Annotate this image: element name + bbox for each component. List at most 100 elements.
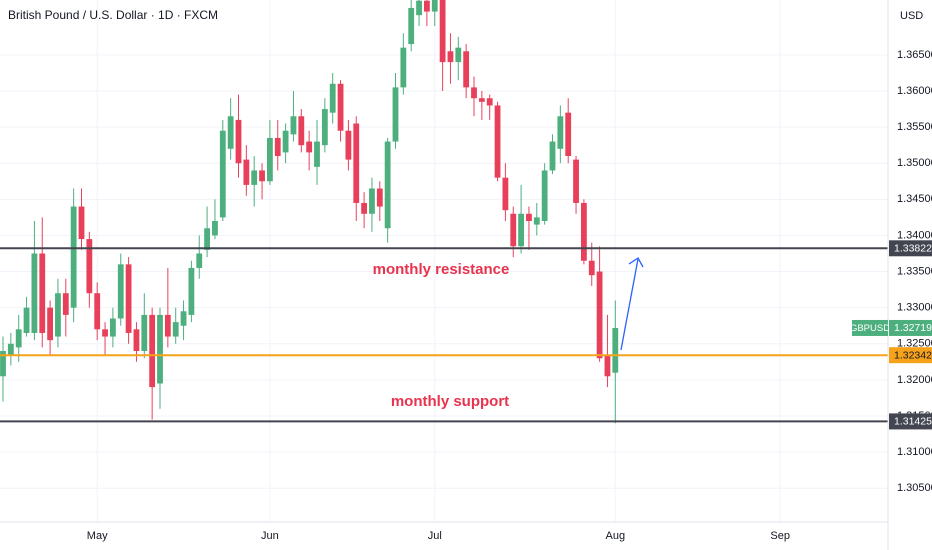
annotation: monthly support — [391, 393, 509, 410]
candle-body — [274, 137, 281, 156]
candle-body — [141, 314, 148, 351]
level-tag-label: 1.33822 — [894, 243, 932, 255]
price-tags: 1.33822 1.32342 1.31425 GBPUSD 1.32719 — [850, 240, 932, 430]
candle-body — [282, 130, 289, 153]
candle-body — [259, 170, 265, 182]
y-tick-label: 1.33500 — [897, 265, 932, 277]
symbol-tag — [852, 319, 888, 336]
candle-body — [424, 0, 430, 12]
candle-body — [533, 217, 540, 225]
candle-body — [62, 293, 69, 315]
x-tick-label: Aug — [606, 530, 626, 542]
y-tick-label: 1.31000 — [897, 446, 932, 458]
candle-body — [447, 51, 454, 63]
candle-body — [416, 0, 422, 16]
candle-body — [180, 311, 187, 326]
candle-body — [7, 343, 14, 355]
candle-body — [314, 141, 320, 167]
candle-body — [164, 314, 171, 337]
candle-body — [157, 314, 163, 384]
candle-body — [102, 329, 108, 337]
y-tick-label: 1.32000 — [897, 374, 932, 386]
candle-body — [0, 351, 6, 377]
candle-body — [133, 329, 140, 351]
candle-body — [510, 213, 517, 247]
candle-body — [204, 228, 210, 250]
level-tag — [889, 240, 932, 257]
candle-body — [298, 116, 305, 146]
candle-body — [47, 307, 53, 341]
candle-body — [219, 130, 226, 218]
candle-body — [369, 188, 375, 214]
y-tick-label: 1.34000 — [897, 229, 932, 241]
candle-body — [471, 87, 477, 99]
candle-body — [518, 213, 524, 247]
x-tick-label: May — [87, 530, 108, 542]
candle-body — [78, 206, 85, 240]
candle-body — [196, 253, 203, 268]
candle-body — [565, 112, 572, 156]
candle-body — [125, 264, 132, 333]
price-axis: 1.36500 1.36000 1.35500 1.35000 1.34500 1.340… — [897, 49, 932, 494]
candle-body — [306, 141, 313, 153]
candle-body — [235, 119, 242, 164]
candle-body — [353, 123, 360, 203]
candle-body — [267, 137, 273, 182]
candle-body — [478, 98, 485, 102]
candle-body — [55, 293, 61, 337]
level-tag — [889, 347, 932, 364]
candle-body — [321, 109, 328, 146]
candle-body — [70, 206, 77, 308]
candle-body — [408, 7, 415, 45]
candle-body — [212, 221, 218, 236]
candle-body — [573, 159, 579, 203]
annotation: monthly resistance — [373, 261, 510, 278]
candle-body — [526, 213, 532, 221]
candle-body — [172, 322, 179, 337]
candle-body — [149, 314, 156, 388]
y-tick-label: 1.32500 — [897, 338, 932, 350]
candle-body — [15, 329, 22, 348]
candle-body — [376, 188, 383, 207]
candle-body — [31, 253, 38, 333]
level-tag-label: 1.31425 — [894, 416, 932, 428]
candles — [0, 0, 619, 424]
y-tick-label: 1.34500 — [897, 193, 932, 205]
candle-body — [612, 327, 619, 373]
y-tick-label: 1.35000 — [897, 157, 932, 169]
candle-body — [596, 271, 603, 359]
candle-body — [463, 51, 470, 88]
candle-body — [588, 260, 595, 276]
candle-body — [384, 141, 391, 229]
candle-body — [117, 264, 124, 319]
candle-body — [227, 116, 234, 149]
price-tag-label: 1.32719 — [894, 322, 932, 334]
candle-body — [392, 87, 399, 142]
price-tag — [889, 319, 932, 336]
candle-body — [541, 170, 548, 221]
y-tick-label: 1.30500 — [897, 482, 932, 494]
arrow — [620, 257, 644, 351]
candle-body — [455, 47, 462, 63]
candle-body — [110, 318, 116, 337]
candle-body — [337, 83, 344, 131]
x-tick-label: Sep — [770, 530, 790, 542]
candle-body — [23, 307, 30, 333]
candle-body — [604, 354, 611, 377]
candle-body — [400, 47, 407, 88]
level-tag — [889, 413, 932, 430]
candle-body — [581, 202, 587, 261]
y-tick-label: 1.35500 — [897, 121, 932, 133]
grid — [0, 0, 888, 522]
x-tick-label: Jul — [428, 530, 442, 542]
candle-body — [243, 159, 250, 185]
candle-body — [439, 0, 446, 63]
currency: USD — [900, 10, 923, 22]
candle-body — [494, 105, 501, 178]
candle-body — [549, 141, 556, 171]
candle-body — [557, 116, 564, 149]
candle-body — [39, 253, 46, 333]
candle-body — [290, 116, 297, 135]
candle-body — [188, 267, 195, 315]
